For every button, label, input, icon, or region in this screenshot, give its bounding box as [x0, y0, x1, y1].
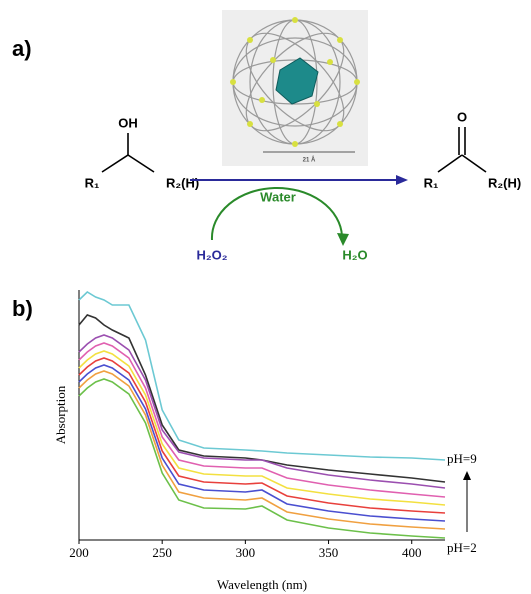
spectrum-line: [78, 290, 446, 461]
solvent-label: Water: [260, 189, 296, 204]
oxidant-label: H₂O₂: [196, 247, 227, 262]
panel-b: b) Wavelength (nm) Absorption pH=9 pH=2 …: [12, 290, 477, 592]
cycle-arrow-head: [337, 233, 349, 246]
spectrum-line: [78, 314, 446, 483]
annotation: pH=2: [447, 540, 477, 555]
product-bonds: [437, 127, 487, 173]
spectrum-line: [78, 350, 446, 506]
reactant-bonds: [101, 133, 155, 173]
ph-arrow-head: [463, 471, 471, 480]
o-label: O: [457, 109, 467, 124]
spectrum-line: [78, 342, 446, 498]
spectrum-line: [78, 378, 446, 539]
r2-label: R₂(H): [166, 175, 199, 190]
spectrum-line: [78, 370, 446, 530]
x-tick-label: 300: [236, 545, 256, 560]
cycle-arrow: [210, 186, 343, 241]
r1-label: R₁: [424, 175, 439, 190]
x-tick-label: 400: [402, 545, 422, 560]
panel-a: a) OH R₁ R₂(H) 21 Å Water H₂O₂ H₂O O: [12, 10, 521, 262]
arrow-head: [396, 175, 408, 185]
x-tick-label: 250: [152, 545, 172, 560]
x-tick-label: 350: [319, 545, 339, 560]
panel-label: b): [12, 296, 33, 321]
spectrum-line: [78, 334, 446, 489]
y-axis-label: Absorption: [53, 385, 68, 444]
panel-label: a): [12, 36, 32, 61]
spectrum-line: [78, 357, 446, 514]
cage-vertices: [230, 17, 360, 147]
core-cluster: [275, 57, 319, 105]
spectrum-line: [78, 364, 446, 522]
annotation: pH=9: [447, 451, 477, 466]
x-tick-label: 200: [69, 545, 89, 560]
byproduct-label: H₂O: [342, 247, 367, 262]
oh-label: OH: [118, 115, 138, 130]
scale-label: 21 Å: [303, 157, 316, 164]
x-axis-label: Wavelength (nm): [217, 577, 307, 592]
r1-label: R₁: [85, 175, 100, 190]
r2-label: R₂(H): [488, 175, 521, 190]
